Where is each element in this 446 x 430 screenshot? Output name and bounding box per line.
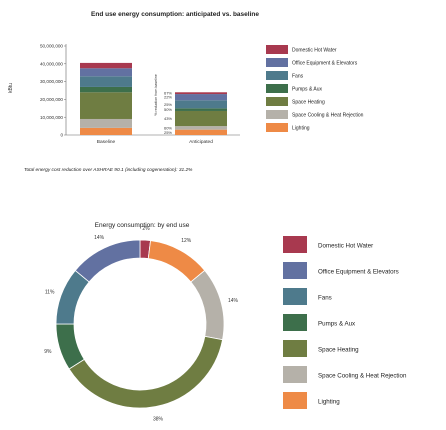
donut-chart-slices <box>55 239 225 409</box>
y-tick-label: 30,000,000 <box>40 79 63 84</box>
y-tick-label: 50,000,000 <box>40 44 63 49</box>
legend-label: Pumps & Aux <box>292 87 323 93</box>
reduction-label: 22% <box>164 95 172 100</box>
category-label: Anticipated <box>189 139 213 145</box>
donut-slice <box>68 335 223 409</box>
y-tick-label: 10,000,000 <box>40 115 63 120</box>
slice-label: 14% <box>94 235 105 241</box>
bar-chart-note: Total energy cost reduction over ASHRAE … <box>24 167 193 173</box>
legend-swatch <box>283 314 307 331</box>
slice-label: 38% <box>153 416 164 422</box>
legend-label: Space Cooling & Heat Rejection <box>318 373 407 380</box>
bar-segment <box>80 92 132 119</box>
bar-segment <box>175 110 227 127</box>
reduction-label: 50% <box>164 107 172 112</box>
bar-chart-ylabel: kBtu <box>8 83 14 93</box>
legend-swatch <box>266 45 288 54</box>
legend-label: Office Equipment & Elevators <box>318 269 399 276</box>
legend-label: Pumps & Aux <box>318 321 356 328</box>
reduction-label: 25% <box>164 102 172 107</box>
donut-slice <box>147 240 206 283</box>
bar-segment <box>80 86 132 93</box>
bar-segment <box>80 62 132 69</box>
slice-label: 12% <box>181 238 192 244</box>
legend-label: Domestic Hot Water <box>292 48 337 54</box>
donut-slice <box>55 323 85 370</box>
legend-swatch <box>283 236 307 253</box>
donut-slice <box>55 269 90 325</box>
donut-chart-legend: Domestic Hot Water Office Equipment & Ele… <box>283 236 407 409</box>
bar-segment <box>175 92 227 95</box>
legend-label: Fans <box>292 74 304 80</box>
bar-segment <box>175 94 227 101</box>
reduction-label: 60% <box>164 125 172 130</box>
bar-chart-legend: Domestic Hot Water Office Equipment & Ele… <box>266 45 364 132</box>
bar-segment <box>175 100 227 109</box>
legend-swatch <box>283 340 307 357</box>
legend-swatch <box>283 392 307 409</box>
y-tick-label: 20,000,000 <box>40 97 63 102</box>
legend-label: Office Equipment & Elevators <box>292 61 358 67</box>
bar-chart-reduction-labels: 25%60%43%50%25%22%67% <box>164 91 172 135</box>
reduction-label: 25% <box>164 130 172 135</box>
legend-swatch <box>266 71 288 80</box>
slice-label: 14% <box>228 298 239 304</box>
reduction-label: 67% <box>164 91 172 96</box>
bar-segment <box>175 108 227 111</box>
legend-swatch <box>266 110 288 119</box>
donut-chart-labels: 2% 12% 14% 38% 9% 11% 14% <box>44 226 238 422</box>
legend-label: Domestic Hot Water <box>318 243 373 250</box>
donut-slice <box>74 239 141 283</box>
donut-slice <box>190 269 225 341</box>
bar-chart-title: End use energy consumption: anticipated … <box>91 11 259 18</box>
category-label: Baseline <box>97 139 116 145</box>
legend-swatch <box>283 288 307 305</box>
reduction-label: 43% <box>164 116 172 121</box>
bar-chart-category-labels: Baseline Anticipated <box>97 139 213 145</box>
legend-swatch <box>266 84 288 93</box>
bar-chart-ylabel-right: % reduction from baseline <box>154 74 158 116</box>
bar-segment <box>80 68 132 77</box>
legend-label: Space Cooling & Heat Rejection <box>292 113 364 119</box>
bar-chart-marks <box>80 62 227 135</box>
legend-label: Lighting <box>318 399 340 406</box>
legend-label: Space Heating <box>318 347 359 354</box>
donut-chart-title: Energy consumption: by end use <box>95 222 190 229</box>
bar-segment <box>80 127 132 135</box>
y-tick-label: 40,000,000 <box>40 61 63 66</box>
legend-swatch <box>283 262 307 279</box>
bar-segment <box>175 129 227 135</box>
slice-label: 11% <box>45 289 55 295</box>
bar-segment <box>175 126 227 130</box>
legend-swatch <box>266 97 288 106</box>
bar-segment <box>80 76 132 87</box>
legend-swatch <box>266 58 288 67</box>
slice-label: 2% <box>142 226 150 232</box>
legend-label: Space Heating <box>292 100 325 106</box>
legend-label: Fans <box>318 295 332 302</box>
legend-swatch <box>266 123 288 132</box>
legend-swatch <box>283 366 307 383</box>
y-tick-label: 0 <box>60 133 63 138</box>
slice-label: 9% <box>44 349 52 355</box>
legend-label: Lighting <box>292 126 310 132</box>
bar-segment <box>80 118 132 128</box>
